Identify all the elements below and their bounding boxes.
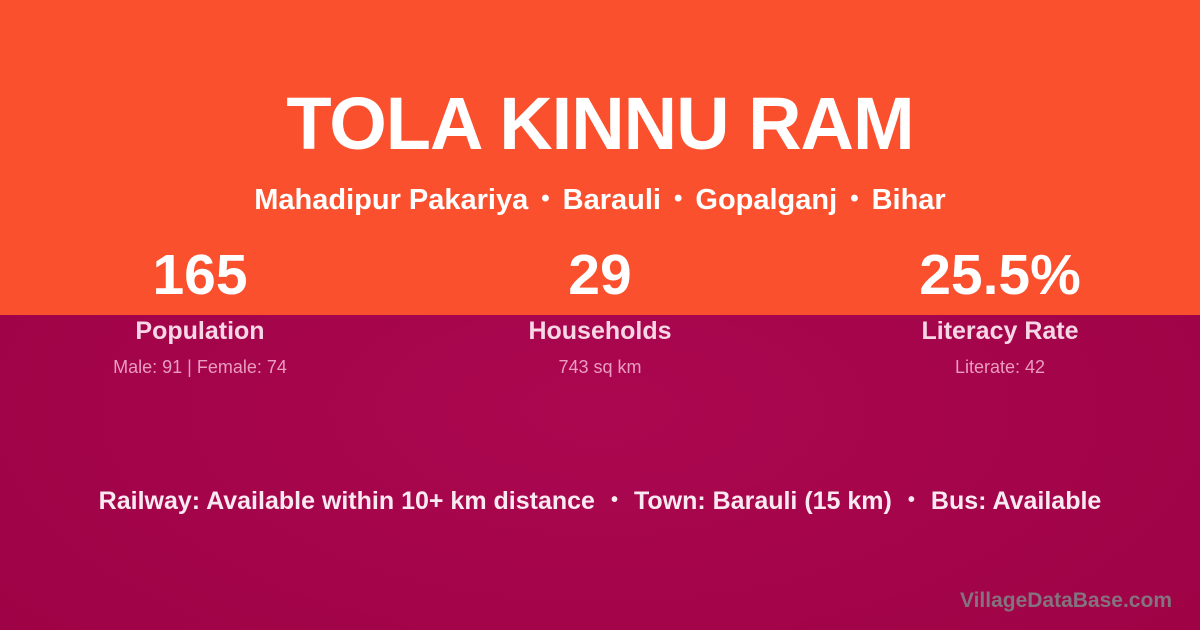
stat-value: 25.5% [919,243,1081,307]
dot-separator-icon: • [907,489,915,511]
transport-item-bus: Bus: Available [930,487,1102,515]
stat-column-households: 29 Households 743 sq km [400,246,800,378]
location-part-state: Bihar [871,184,946,216]
top-orange-section [0,0,1200,315]
stat-value: 165 [152,243,248,307]
dot-separator-icon: • [850,185,859,212]
transport-item-railway: Railway: Available within 10+ km distanc… [98,487,595,515]
location-part-village: Mahadipur Pakariya [254,184,529,216]
stat-label: Population [135,317,265,345]
village-title: TOLA KINNU RAM [286,82,914,165]
stat-value: 29 [568,243,632,307]
location-part-block: Barauli [562,184,661,216]
transport-info-line: Railway: Available within 10+ km distanc… [0,486,1200,516]
dot-separator-icon: • [541,185,550,212]
stats-row: 165 Population Male: 91 | Female: 74 29 … [0,246,1200,378]
dot-separator-icon: • [673,185,683,212]
stat-subvalue: Male: 91 | Female: 74 [113,357,287,377]
dot-separator-icon: • [610,489,618,511]
transport-item-town: Town: Barauli (15 km) [633,487,892,515]
stat-label: Literacy Rate [921,317,1079,345]
stat-column-population: 165 Population Male: 91 | Female: 74 [0,246,400,378]
bottom-crimson-section [0,315,1200,630]
stat-subvalue: 743 sq km [558,357,642,377]
watermark-site-logo: VillageDataBase.com [959,589,1172,612]
stat-column-literacy: 25.5% Literacy Rate Literate: 42 [800,246,1200,378]
location-part-district: Gopalganj [695,184,838,216]
stat-label: Households [528,317,672,345]
stat-subvalue: Literate: 42 [954,357,1046,377]
location-breadcrumb: Mahadipur Pakariya • Barauli • Gopalganj… [0,183,1200,217]
